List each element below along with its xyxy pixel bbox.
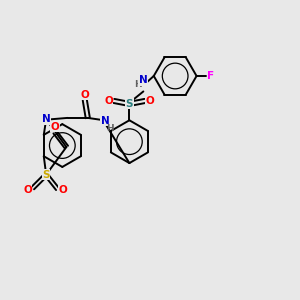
Text: O: O xyxy=(23,184,32,194)
Text: O: O xyxy=(80,90,89,100)
Text: O: O xyxy=(146,96,154,106)
Text: H: H xyxy=(106,124,113,133)
Text: O: O xyxy=(51,122,59,132)
Text: F: F xyxy=(207,71,214,81)
Text: O: O xyxy=(104,96,113,106)
Text: N: N xyxy=(101,116,110,126)
Text: S: S xyxy=(42,170,50,180)
Text: N: N xyxy=(139,75,148,85)
Text: S: S xyxy=(126,99,133,109)
Text: O: O xyxy=(58,185,67,195)
Text: H: H xyxy=(134,80,142,89)
Text: N: N xyxy=(42,114,50,124)
